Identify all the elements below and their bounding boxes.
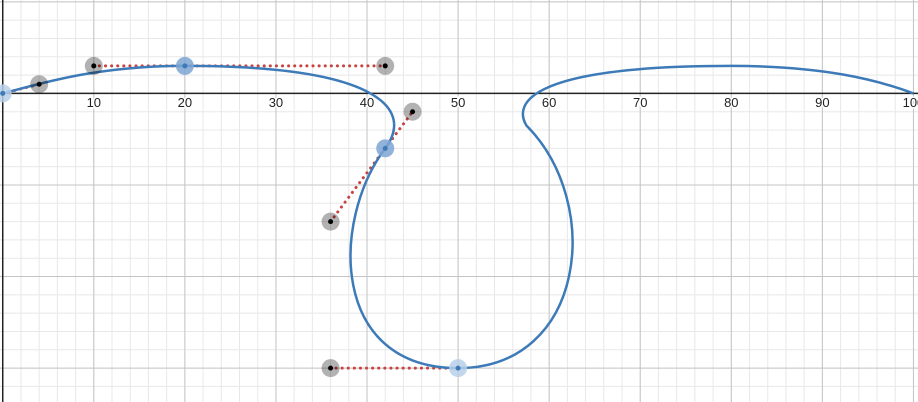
handle-dot (328, 219, 334, 225)
x-tick-label: 60 (542, 95, 556, 110)
handle-dot (382, 63, 388, 69)
anchor-dot (0, 90, 6, 96)
x-tick-label: 50 (451, 95, 465, 110)
x-tick-label: 90 (815, 95, 829, 110)
anchor-dot (382, 145, 388, 151)
handle-dot (36, 81, 42, 87)
x-tick-label: 80 (724, 95, 738, 110)
handle-dot (91, 63, 97, 69)
anchor-dot (182, 63, 188, 69)
anchor-dot (455, 365, 461, 371)
handle-dot (328, 365, 334, 371)
x-tick-label: 70 (633, 95, 647, 110)
x-tick-label: 20 (178, 95, 192, 110)
x-tick-label: 10 (87, 95, 101, 110)
x-tick-label: 100 (903, 95, 918, 110)
handle-dot (410, 109, 416, 115)
x-tick-label: 40 (360, 95, 374, 110)
anchor-point[interactable] (0, 84, 12, 103)
x-tick-label: 30 (269, 95, 283, 110)
